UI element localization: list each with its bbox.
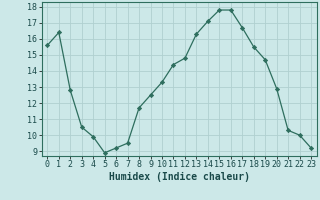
X-axis label: Humidex (Indice chaleur): Humidex (Indice chaleur)	[109, 172, 250, 182]
